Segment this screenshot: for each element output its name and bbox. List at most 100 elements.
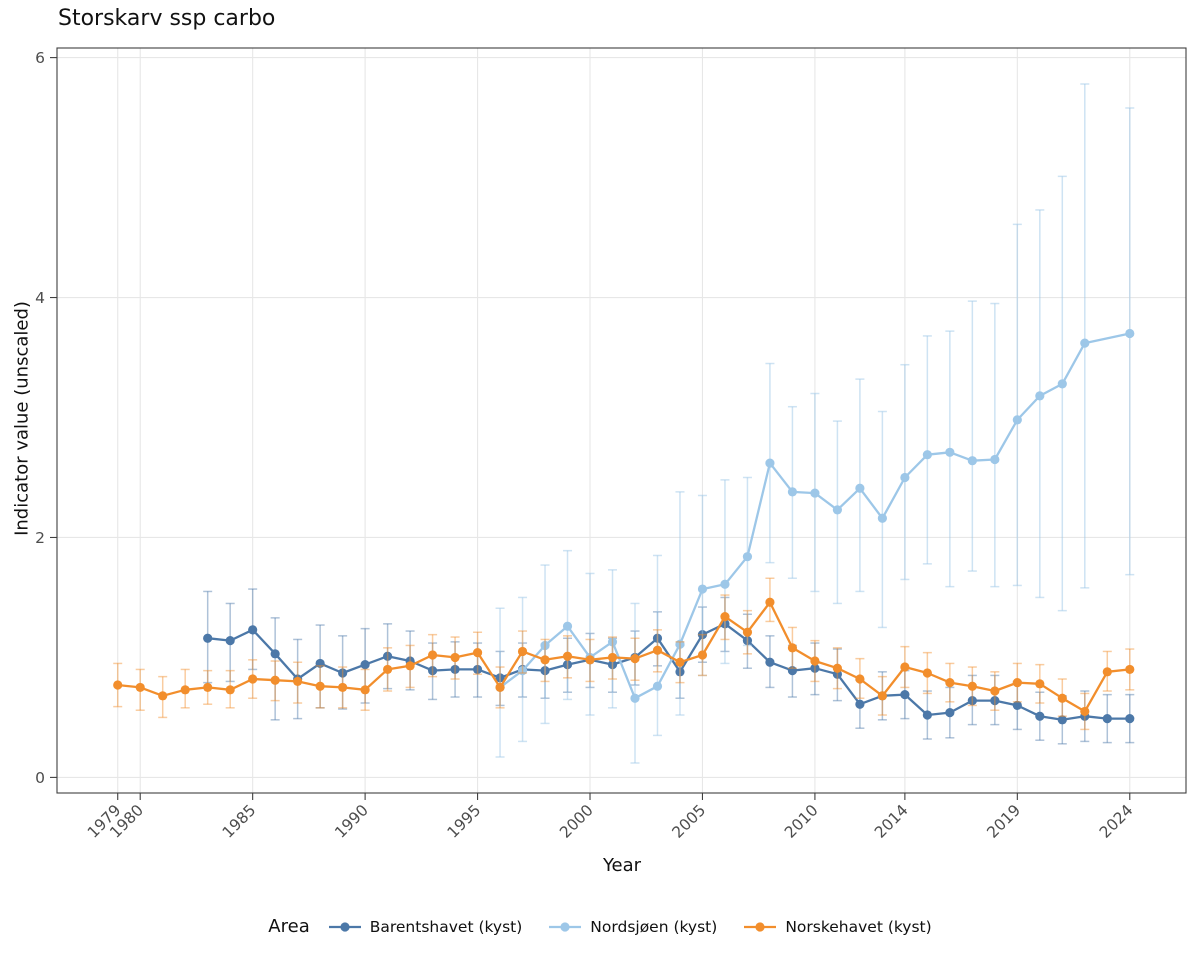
data-point: [248, 625, 258, 635]
data-point: [765, 597, 775, 607]
panel-background: [57, 48, 1186, 793]
data-point: [338, 682, 348, 693]
data-point: [1057, 693, 1067, 703]
data-point: [877, 691, 887, 701]
data-point: [900, 690, 910, 700]
data-point: [967, 456, 977, 466]
y-tick-label: 2: [35, 529, 45, 547]
chart-title: Storskarv ssp carbo: [58, 6, 276, 31]
x-tick-label: 1995: [444, 801, 485, 842]
data-point: [607, 652, 618, 663]
x-tick-label: 2000: [556, 801, 597, 842]
y-tick-label: 6: [35, 49, 45, 67]
data-point: [810, 656, 820, 666]
data-point: [922, 710, 932, 720]
data-point: [652, 681, 663, 691]
data-point: [607, 637, 618, 647]
data-point: [517, 666, 528, 676]
data-point: [270, 649, 280, 659]
data-point: [472, 648, 483, 658]
data-point: [1057, 715, 1067, 725]
series-nordsj-en-kyst: [495, 83, 1135, 764]
data-point: [855, 674, 865, 684]
data-point: [1125, 714, 1135, 724]
data-point: [675, 639, 685, 649]
legend-label: Nordsjøen (kyst): [590, 917, 718, 936]
data-point: [405, 661, 415, 671]
data-point: [135, 682, 145, 693]
data-point: [832, 505, 843, 515]
data-point: [720, 612, 730, 622]
data-point: [787, 643, 798, 653]
legend-label: Norskehavet (kyst): [785, 917, 932, 936]
legend-key-icon: [549, 921, 582, 932]
data-point: [180, 685, 190, 695]
legend-item: Norskehavet (kyst): [743, 917, 932, 936]
data-point: [720, 579, 730, 589]
data-point: [855, 699, 865, 709]
data-point: [225, 636, 235, 646]
data-point: [383, 664, 393, 675]
legend: Area Barentshavet (kyst) Nordsjøen (kyst)…: [0, 916, 1200, 937]
data-point: [315, 681, 325, 691]
data-point: [360, 685, 370, 695]
data-point: [495, 682, 505, 693]
data-point: [810, 663, 820, 673]
data-point: [158, 691, 168, 701]
data-point: [877, 513, 887, 523]
data-point: [1035, 679, 1045, 689]
data-point: [540, 655, 550, 665]
legend-item: Barentshavet (kyst): [328, 918, 522, 936]
y-tick-label: 0: [35, 769, 45, 787]
data-point: [1080, 706, 1090, 717]
data-point: [1012, 415, 1022, 425]
data-point: [742, 552, 753, 562]
data-point: [697, 650, 708, 660]
data-point: [810, 488, 820, 498]
data-point: [1080, 338, 1090, 348]
data-point: [630, 654, 640, 664]
data-point: [765, 458, 775, 468]
data-point: [1035, 711, 1045, 721]
data-point: [1012, 700, 1022, 711]
data-point: [293, 676, 303, 687]
data-point: [990, 686, 1000, 696]
data-point: [585, 655, 595, 665]
data-point: [1012, 678, 1022, 688]
x-tick-label: 2019: [984, 801, 1025, 842]
data-point: [855, 483, 865, 493]
data-point: [630, 693, 640, 703]
data-point: [900, 662, 910, 672]
data-point: [967, 696, 977, 706]
data-point: [967, 681, 977, 691]
series-line: [117, 601, 1130, 713]
data-point: [203, 633, 213, 643]
data-point: [472, 664, 483, 675]
data-point: [315, 658, 325, 669]
data-point: [945, 678, 955, 688]
x-tick-label: 2014: [871, 801, 912, 842]
data-point: [383, 651, 393, 661]
data-point: [697, 584, 708, 594]
x-tick-label: 1990: [331, 801, 372, 842]
x-tick-label: 1985: [219, 801, 260, 842]
data-point: [990, 454, 1000, 465]
data-point: [338, 668, 348, 678]
data-point: [675, 657, 685, 667]
legend-item: Nordsjøen (kyst): [548, 918, 717, 936]
data-point: [450, 664, 460, 675]
data-point: [270, 675, 280, 685]
legend-key-icon: [744, 921, 777, 932]
data-point: [832, 663, 843, 673]
x-tick-label: 2005: [669, 801, 710, 842]
data-point: [113, 680, 123, 690]
x-axis-title: Year: [602, 855, 642, 876]
data-point: [1125, 664, 1135, 675]
data-point: [540, 640, 550, 651]
y-tick-label: 4: [35, 289, 45, 307]
data-point: [922, 668, 932, 678]
data-point: [990, 696, 1000, 706]
data-point: [203, 682, 213, 693]
